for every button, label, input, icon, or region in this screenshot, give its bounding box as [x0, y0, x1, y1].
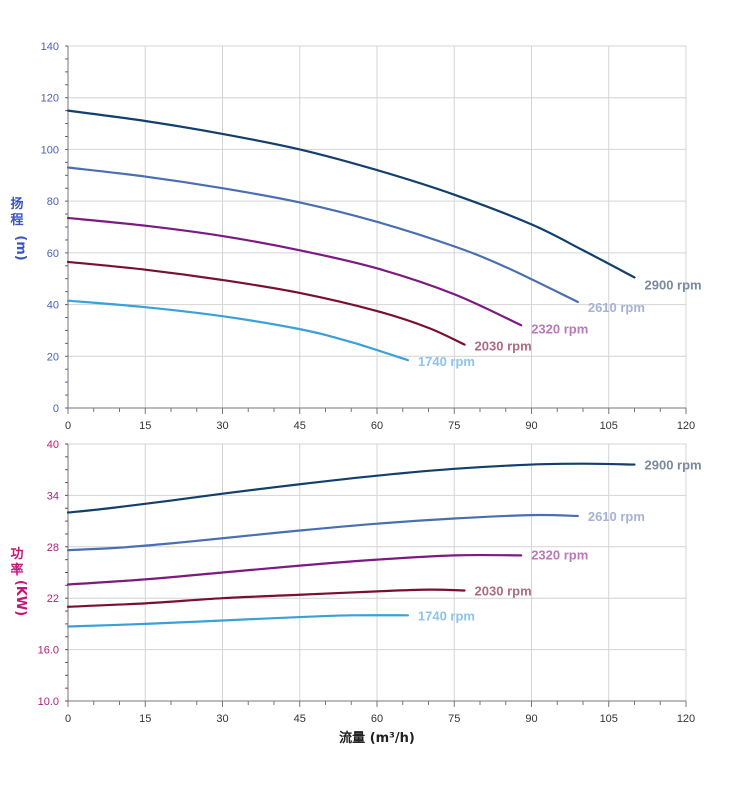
series-line-1740-rpm — [66, 614, 409, 628]
x-tick-label: 45 — [294, 713, 306, 725]
series-line-2900-rpm — [66, 462, 636, 514]
series-label-2320-rpm: 2320 rpm — [531, 547, 588, 562]
x-tick-label: 60 — [371, 420, 383, 432]
y-tick-label: 34 — [47, 490, 59, 502]
y-tick-label: 22 — [47, 593, 59, 605]
y-tick-label: 120 — [41, 93, 59, 105]
x-tick-label: 15 — [139, 420, 151, 432]
y-axis-title-char: 扬 — [10, 196, 23, 212]
y-axis-title: 扬程 — [10, 196, 23, 228]
series-label-1740-rpm: 1740 rpm — [418, 608, 475, 623]
x-tick-label: 60 — [371, 713, 383, 725]
series-line-2030-rpm — [66, 588, 466, 608]
x-tick-label: 0 — [65, 713, 71, 725]
series-line-2610-rpm — [66, 513, 579, 552]
series-line-2610-rpm — [66, 166, 579, 304]
y-axis-title: 功率 — [10, 547, 23, 578]
y-axis-unit: (m) — [13, 235, 28, 260]
series-label-2030-rpm: 2030 rpm — [475, 583, 532, 598]
x-tick-label: 120 — [677, 420, 695, 432]
y-tick-label: 100 — [41, 144, 59, 156]
x-tick-label: 105 — [600, 713, 618, 725]
series-label-2900-rpm: 2900 rpm — [645, 458, 702, 473]
series-line-2320-rpm — [66, 216, 523, 327]
series-line-2320-rpm — [66, 553, 523, 586]
series-line-2900-rpm — [66, 109, 636, 279]
series-label-2320-rpm: 2320 rpm — [531, 321, 588, 336]
y-tick-label: 10.0 — [38, 696, 59, 708]
x-tick-label: 120 — [677, 713, 695, 725]
y-axis-title-char: 功 — [10, 547, 23, 562]
x-tick-label: 15 — [139, 713, 151, 725]
y-tick-label: 16.0 — [38, 645, 59, 657]
x-tick-label: 90 — [525, 420, 537, 432]
y-tick-label: 140 — [41, 41, 59, 53]
x-tick-label: 105 — [600, 420, 618, 432]
x-tick-label: 75 — [448, 420, 460, 432]
series-line-2030-rpm — [66, 260, 466, 346]
y-axis-unit: (KW) — [13, 580, 28, 616]
x-tick-label: 90 — [525, 713, 537, 725]
y-axis-title-char: 程 — [10, 213, 23, 228]
y-tick-label: 20 — [47, 351, 59, 363]
series-label-2610-rpm: 2610 rpm — [588, 509, 645, 524]
y-tick-label: 40 — [47, 439, 59, 451]
series-label-1740-rpm: 1740 rpm — [418, 354, 475, 369]
y-tick-label: 60 — [47, 248, 59, 260]
y-tick-label: 28 — [47, 542, 59, 554]
x-tick-label: 30 — [216, 713, 228, 725]
x-tick-label: 45 — [294, 420, 306, 432]
x-tick-label: 75 — [448, 713, 460, 725]
x-axis-title: 流量 (m³/h) — [339, 730, 415, 746]
x-tick-label: 30 — [216, 420, 228, 432]
y-axis-title-char: 率 — [10, 562, 23, 578]
y-tick-label: 80 — [47, 196, 59, 208]
power-chart-panel: 0 15 30 45 60 75 90 105 120 10.0 16.0 22 28 34 40 功率 (KW… — [10, 439, 701, 746]
series-label-2900-rpm: 2900 rpm — [645, 277, 702, 292]
y-tick-label: 0 — [53, 403, 59, 415]
series-label-2610-rpm: 2610 rpm — [588, 300, 645, 315]
x-tick-label: 0 — [65, 420, 71, 432]
y-tick-label: 40 — [47, 300, 59, 312]
head-chart-panel: 0 15 30 45 60 75 90 105 120 0 20 40 60 80 100 120 140 扬程 (… — [10, 41, 701, 432]
series-label-2030-rpm: 2030 rpm — [475, 339, 532, 354]
series-line-1740-rpm — [66, 299, 409, 362]
